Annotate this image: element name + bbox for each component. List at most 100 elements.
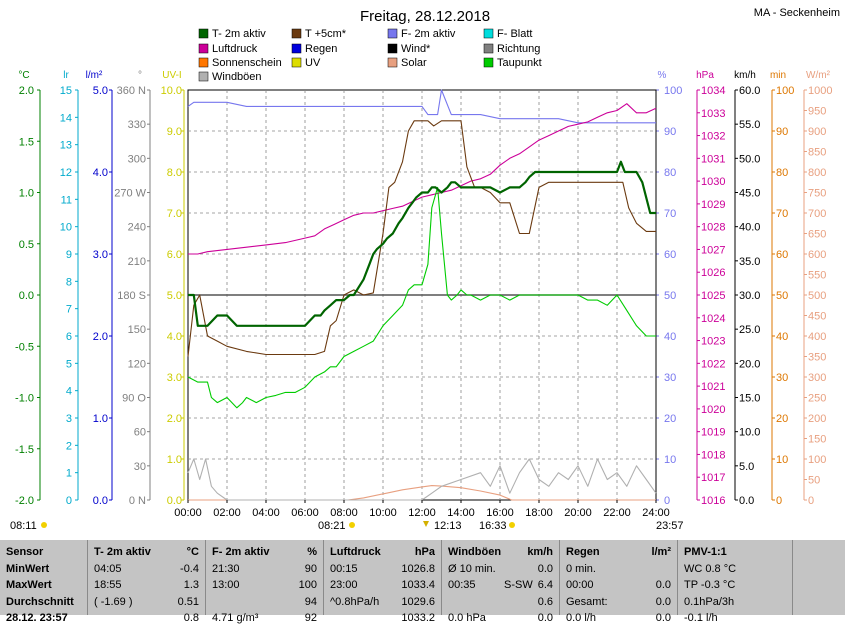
axis-tick-label: 30 xyxy=(664,372,676,384)
axis-tick-label: -1.0 xyxy=(15,393,34,405)
stats-row: WC 0.8 °C xyxy=(684,561,786,578)
stats-cell: 0.0 xyxy=(655,579,671,591)
axis-tick-label: 30.0 xyxy=(739,290,760,302)
x-tick-label: 22:00 xyxy=(603,507,631,519)
x-tick-label: 10:00 xyxy=(369,507,397,519)
stats-cell: 1029.6 xyxy=(401,595,435,608)
stats-cell: Luftdruck xyxy=(330,546,381,558)
weather-chart: Freitag, 28.12.2018 MA - Seckenheim T- 2… xyxy=(10,7,840,532)
stats-cell: hPa xyxy=(414,546,435,558)
axis-tick-label: 240 xyxy=(128,222,146,234)
stats-cell: 28.12. 23:57 xyxy=(6,612,68,624)
axis-tick-label: 120 xyxy=(128,358,146,370)
stats-row: 0.0 hPa 0.0 xyxy=(448,610,553,627)
chart-legend: T- 2m aktiv T +5cm* F- 2m aktiv F- Blatt Luf… xyxy=(198,28,542,83)
axis-tick-label: 270 W xyxy=(114,188,146,200)
series-t-5cm xyxy=(187,120,656,357)
x-tick-label: 12:00 xyxy=(408,507,436,519)
axis-tick-label: 0.0 xyxy=(739,495,754,507)
axis-tick-label: 25.0 xyxy=(739,324,760,336)
axis-tick-label: 4.0 xyxy=(93,167,108,179)
stats-table: Sensor MinWert MaxWert Durchschnitt 28.12. 2… xyxy=(0,540,845,624)
axis-tick-label: 350 xyxy=(808,352,826,364)
x-tick-label: 24:00 xyxy=(642,507,670,519)
legend-swatch xyxy=(483,57,494,68)
axis-tick-label: 20 xyxy=(776,413,788,425)
axis-tick-label: 0 N xyxy=(129,495,146,507)
axis-tick-label: 400 xyxy=(808,331,826,343)
stats-cell: 0.0 xyxy=(537,612,553,624)
axis-tick-label: 20 xyxy=(664,413,676,425)
axis-tick-label: 950 xyxy=(808,106,826,118)
axis-tick-label: 750 xyxy=(808,188,826,200)
axis-tick-label: 5.0 xyxy=(167,290,182,302)
legend-swatch xyxy=(198,43,209,54)
legend-swatch xyxy=(483,43,494,54)
stats-cell: 0.0 xyxy=(537,562,553,575)
stats-cell: 00:35 xyxy=(448,579,476,591)
stats-row: 00:00 0.0 xyxy=(566,577,671,594)
axis-tick-label: 500 xyxy=(808,290,826,302)
time-marker: 23:57 xyxy=(656,520,684,532)
legend-swatch xyxy=(198,57,209,68)
x-tick-label: 08:00 xyxy=(330,507,358,519)
stats-row: ^0.8hPa/h 1029.6 xyxy=(330,594,435,611)
axis-tick-label: 1026 xyxy=(701,267,725,279)
stats-cell: 0.6 xyxy=(537,595,553,608)
axis-tick-label: 15.0 xyxy=(739,393,760,405)
stats-cell: Sensor xyxy=(6,546,44,558)
axis-tick-label: 1031 xyxy=(701,153,725,165)
axis-tick-label: 0 xyxy=(776,495,782,507)
axis-tick-label: 35.0 xyxy=(739,256,760,268)
stats-row: 1033.2 xyxy=(330,610,435,627)
axis-tick-label: 80 xyxy=(664,167,676,179)
stats-col-t2m: T- 2m aktiv °C 04:05 -0.4 18:55 1.3 ( -1.69 ) 0… xyxy=(88,540,206,624)
legend-swatch xyxy=(387,43,398,54)
axis-tick-label: -2.0 xyxy=(15,495,34,507)
series-t-2m-aktiv xyxy=(188,160,656,327)
stats-cell: Ø 10 min. xyxy=(448,562,496,575)
stats-row: 18:55 1.3 xyxy=(94,577,199,594)
axis-tick-label: 20.0 xyxy=(739,358,760,370)
axis-tick-label: 90 xyxy=(776,126,788,138)
axis-tick-label: 1022 xyxy=(701,358,725,370)
stats-row: 13:00 100 xyxy=(212,577,317,594)
y-axes: °C2.01.51.00.50.0-0.5-1.0-1.5-2.0lr15141… xyxy=(15,70,832,507)
stats-cell: Windböen xyxy=(448,546,502,558)
axis-tick-label: 50 xyxy=(776,290,788,302)
axis-unit: lr xyxy=(63,70,69,81)
stats-cell: 1033.2 xyxy=(401,612,435,624)
axis-tick-label: 1025 xyxy=(701,290,725,302)
stats-cell: 23:00 xyxy=(330,579,358,591)
legend-swatch xyxy=(198,71,209,82)
stats-col-wind: Windböen km/h Ø 10 min. 0.0 00:35 S-SW 6.4 0.6 0… xyxy=(442,540,560,624)
axis-tick-label: 2.0 xyxy=(93,331,108,343)
axis-tick-label: 300 xyxy=(128,153,146,165)
axis-tick-label: -0.5 xyxy=(15,341,34,353)
axis-tick-label: 1034 xyxy=(701,85,725,97)
stats-row: F- 2m aktiv% xyxy=(212,544,317,561)
axis-unit: min xyxy=(770,70,786,81)
axis-tick-label: 700 xyxy=(808,208,826,220)
stats-cell: MaxWert xyxy=(6,579,52,591)
axis-tick-label: 3 xyxy=(66,413,72,425)
axis-tick-label: 0.0 xyxy=(19,290,34,302)
axis-tick-label: 600 xyxy=(808,249,826,261)
sun-icon xyxy=(349,522,355,528)
axis-tick-label: 50 xyxy=(664,290,676,302)
axis-tick-label: 2 xyxy=(66,440,72,452)
x-tick-label: 16:00 xyxy=(486,507,514,519)
axis-tick-label: 2.0 xyxy=(167,413,182,425)
series-solar xyxy=(188,485,656,501)
axis-tick-label: 60 xyxy=(134,427,146,439)
axis-tick-label: 6 xyxy=(66,331,72,343)
series-windb-en xyxy=(187,458,657,501)
axis-tick-label: 8 xyxy=(66,276,72,288)
stats-cell: % xyxy=(307,546,317,558)
stats-row: PMV-1:1 xyxy=(684,544,786,561)
stats-cell: 92 xyxy=(304,612,317,624)
stats-cell: 0.51 xyxy=(177,595,199,608)
stats-col-sensor: Sensor MinWert MaxWert Durchschnitt 28.12. 2… xyxy=(0,540,88,624)
stats-row: 04:05 -0.4 xyxy=(94,561,199,578)
axis-tick-label: 9.0 xyxy=(167,126,182,138)
